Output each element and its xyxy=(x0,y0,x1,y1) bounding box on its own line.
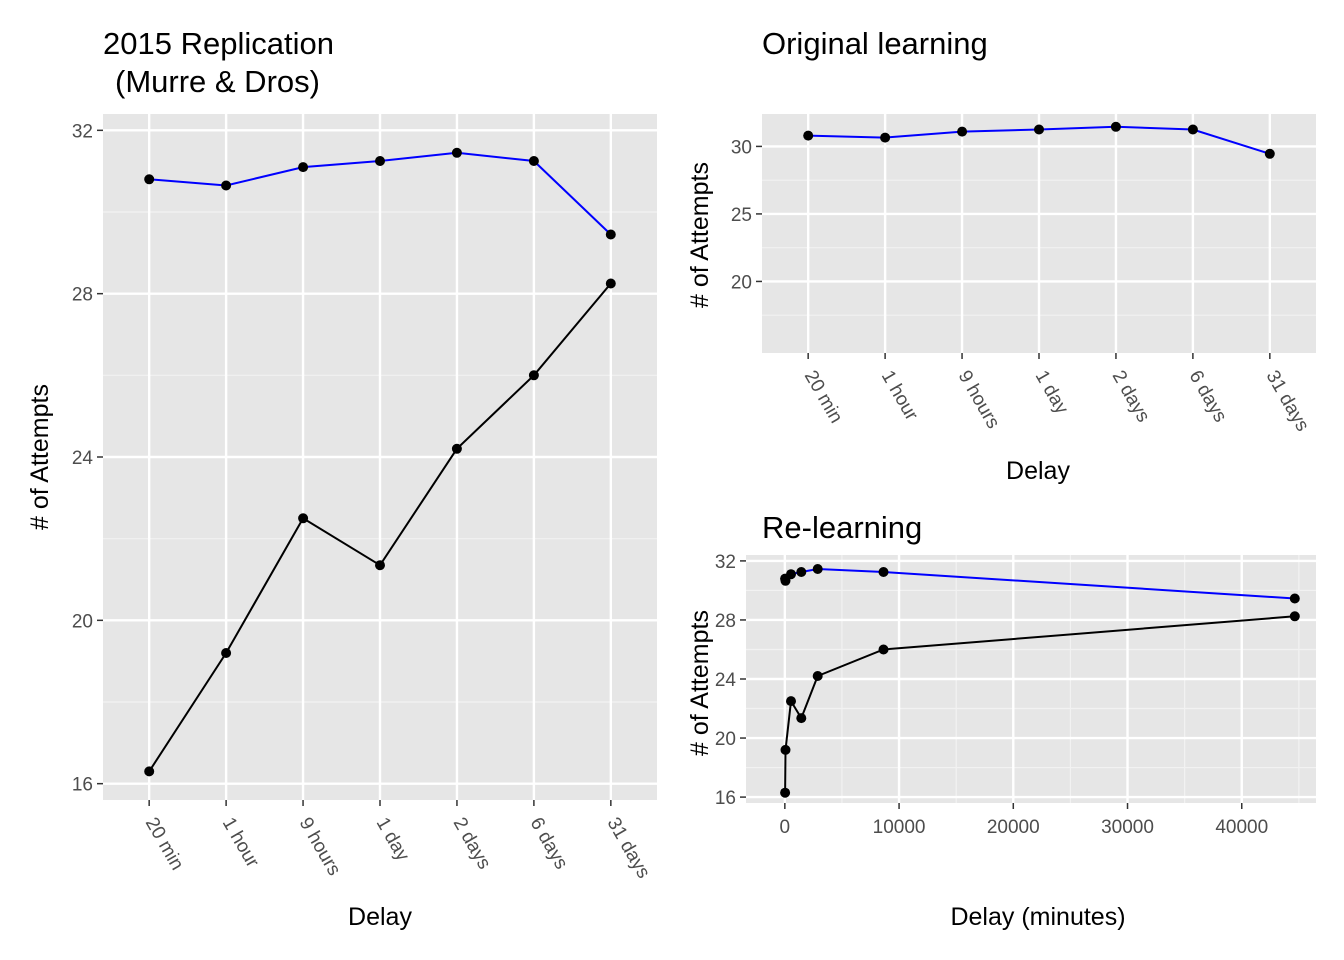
x-tick-label: 30000 xyxy=(1101,817,1154,838)
data-point xyxy=(780,744,791,755)
panel-original-learning: Original learning 20 25 30 20 min 1 hour 9 h… xyxy=(686,26,1316,485)
y-tick-label: 20 xyxy=(72,611,93,632)
data-point xyxy=(786,696,796,707)
data-point xyxy=(878,567,889,577)
y-tick-label: 28 xyxy=(715,611,736,632)
data-point xyxy=(796,713,807,724)
data-point xyxy=(1034,124,1044,135)
data-point xyxy=(375,156,385,166)
x-tick-label: 1 day xyxy=(1031,367,1073,418)
data-point xyxy=(878,644,889,655)
y-tick-label: 30 xyxy=(731,137,752,158)
data-point xyxy=(375,560,385,571)
x-axis-title: Delay xyxy=(348,903,412,931)
y-axis: 16 20 24 28 32 xyxy=(72,121,103,796)
panel-title: Original learning xyxy=(762,26,988,61)
y-axis: 20 25 30 xyxy=(731,137,762,293)
grid xyxy=(746,555,1316,803)
data-point xyxy=(221,648,232,658)
x-axis: 20 min 1 hour 9 hours 1 day 2 days 6 days 31 d… xyxy=(141,800,654,882)
data-point xyxy=(221,180,232,191)
y-tick-label: 24 xyxy=(72,448,94,469)
x-tick-label: 0 xyxy=(780,817,791,838)
x-tick-label: 6 days xyxy=(526,814,572,873)
series-layer xyxy=(144,147,616,777)
x-tick-label: 1 hour xyxy=(877,367,922,425)
data-point xyxy=(298,162,309,173)
x-tick-label: 9 hours xyxy=(295,814,345,879)
y-axis-title: # of Attempts xyxy=(26,384,54,530)
data-point xyxy=(880,132,891,143)
y-tick-label: 32 xyxy=(715,552,736,573)
data-point xyxy=(298,513,309,524)
y-tick-label: 28 xyxy=(72,285,93,306)
x-axis-title: Delay xyxy=(1006,457,1070,485)
data-point xyxy=(144,174,155,185)
data-point xyxy=(812,564,823,574)
data-point xyxy=(1110,121,1121,132)
data-point xyxy=(796,567,807,577)
data-point xyxy=(812,671,823,681)
y-tick-label: 20 xyxy=(715,729,736,750)
data-point xyxy=(528,156,539,166)
panel-replication: 2015 Replication (Murre & Dros) 16 20 24 28… xyxy=(26,26,657,931)
panel-title: 2015 Replication xyxy=(103,26,334,61)
data-point xyxy=(451,147,462,158)
y-axis-title: # of Attempts xyxy=(686,162,714,308)
data-point xyxy=(1264,148,1275,159)
y-tick-label: 24 xyxy=(715,670,737,691)
x-tick-label: 2 days xyxy=(449,814,495,873)
data-point xyxy=(144,766,155,777)
y-tick-label: 16 xyxy=(715,788,736,809)
x-tick-label: 31 days xyxy=(1262,367,1313,435)
y-tick-label: 20 xyxy=(731,272,752,293)
x-axis: 20 min 1 hour 9 hours 1 day 2 days 6 days 31 d… xyxy=(800,353,1313,435)
panel-subtitle: (Murre & Dros) xyxy=(115,64,320,99)
x-tick-label: 20 min xyxy=(141,814,188,874)
series-layer xyxy=(780,564,1300,798)
x-tick-label: 1 hour xyxy=(218,814,263,872)
data-point xyxy=(780,787,791,798)
data-point xyxy=(957,126,968,137)
data-point xyxy=(1289,593,1300,604)
y-axis-title: # of Attempts xyxy=(686,610,714,756)
data-point xyxy=(528,370,539,381)
x-axis: 0 10000 20000 30000 40000 xyxy=(780,803,1268,838)
x-tick-label: 20 min xyxy=(800,367,847,427)
data-point xyxy=(451,443,462,454)
x-tick-label: 1 day xyxy=(372,814,414,865)
data-point xyxy=(1187,124,1198,135)
data-point xyxy=(605,278,616,289)
grid xyxy=(762,114,1316,353)
x-tick-label: 6 days xyxy=(1185,367,1231,426)
series-layer xyxy=(803,121,1275,159)
x-tick-label: 40000 xyxy=(1215,817,1268,838)
y-axis: 16 20 24 28 32 xyxy=(715,552,746,809)
x-tick-label: 20000 xyxy=(987,817,1040,838)
x-axis-title: Delay (minutes) xyxy=(950,903,1125,931)
data-point xyxy=(803,130,814,141)
data-point xyxy=(786,569,796,580)
y-tick-label: 32 xyxy=(72,121,93,142)
panel-re-learning: Re-learning 16 20 24 28 32 0 10000 20000 30000 4… xyxy=(686,510,1316,931)
panel-title: Re-learning xyxy=(762,510,922,545)
grid xyxy=(103,114,657,800)
data-point xyxy=(780,575,791,586)
y-tick-label: 25 xyxy=(731,205,752,226)
x-tick-label: 31 days xyxy=(603,814,654,882)
data-point xyxy=(605,229,616,240)
x-tick-label: 2 days xyxy=(1108,367,1154,426)
y-tick-label: 16 xyxy=(72,775,93,796)
x-tick-label: 10000 xyxy=(873,817,926,838)
data-point xyxy=(1289,611,1300,622)
x-tick-label: 9 hours xyxy=(954,367,1004,432)
